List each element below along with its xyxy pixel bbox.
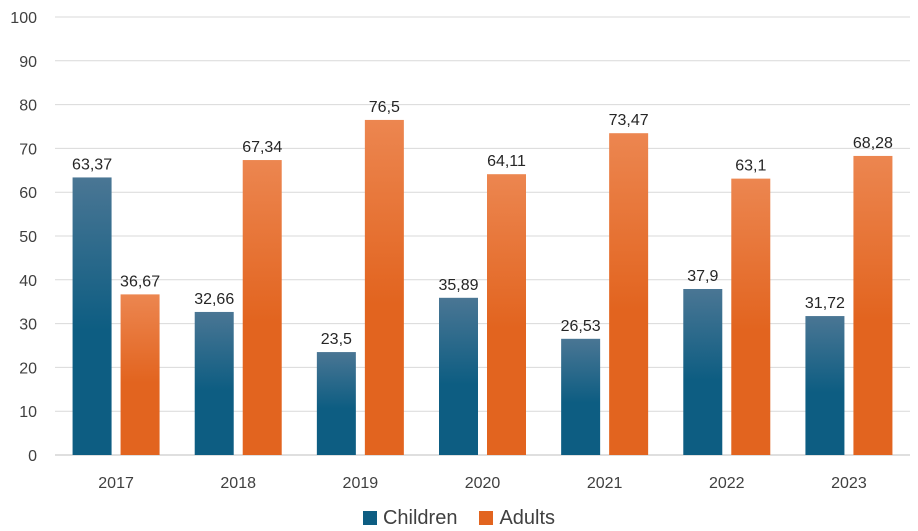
data-labels: 63,37 36,67 32,66 67,34 23,5 76,5 35,89 64,11 26… [72,99,893,348]
x-tick-label: 2018 [220,475,256,492]
legend-swatch-adults [479,511,494,525]
y-tick-label: 50 [19,229,37,246]
x-tick-label: 2021 [587,475,623,492]
y-tick-label: 0 [28,448,37,465]
data-label-children-2019: 23,5 [321,331,352,348]
y-tick-label: 30 [19,317,37,334]
legend-swatch-children [362,511,377,525]
bar-children-2022 [683,288,723,455]
data-label-children-2021: 26,53 [561,318,601,335]
bars [72,119,893,456]
bar-adults-2021 [609,133,649,455]
bar-children-2020 [439,297,478,455]
legend-label-children: Children [382,506,458,529]
x-tick-label: 2022 [709,475,745,492]
x-tick-label: 2023 [831,475,867,492]
y-tick-label: 60 [19,185,37,202]
bar-adults-2022 [731,178,771,455]
data-label-children-2018: 32,66 [194,291,234,308]
legend-label-adults: Adults [499,506,556,529]
bar-adults-2023 [853,155,893,455]
y-axis: 0 10 20 30 40 50 60 70 80 90 100 [10,10,37,465]
x-tick-label: 2017 [98,475,134,492]
data-label-children-2023: 31,72 [805,295,845,312]
bar-adults-2019 [364,119,404,456]
gridlines [55,16,910,456]
y-tick-label: 20 [19,360,37,377]
bar-adults-2020 [487,174,526,456]
legend: Children Adults [0,505,918,531]
bar-children-2019 [316,352,356,455]
data-label-adults-2020: 64,11 [487,153,526,170]
bar-children-2023 [805,316,845,455]
x-tick-label: 2020 [465,475,501,492]
data-label-adults-2018: 67,34 [242,139,282,156]
data-label-adults-2017: 36,67 [120,273,160,290]
data-label-adults-2019: 76,5 [369,99,400,116]
bar-children-2018 [194,311,234,455]
bar-adults-2018 [242,160,282,456]
data-label-adults-2023: 68,28 [853,135,893,152]
y-tick-label: 10 [19,404,37,421]
y-tick-label: 70 [19,141,37,158]
x-axis: 2017 2018 2019 2020 2021 2022 2023 [98,475,867,492]
y-tick-label: 90 [19,54,37,71]
y-tick-label: 80 [19,98,37,115]
legend-item-children: Children [362,506,458,530]
data-label-children-2020: 35,89 [438,277,478,294]
data-label-children-2022: 37,9 [687,268,718,285]
bar-adults-2017 [120,294,160,455]
bar-children-2017 [72,177,112,456]
data-label-adults-2022: 63,1 [735,158,766,175]
data-label-children-2017: 63,37 [72,156,112,173]
bar-children-2021 [561,338,601,455]
y-tick-label: 100 [10,10,37,27]
legend-item-adults: Adults [479,507,555,530]
x-tick-label: 2019 [343,475,379,492]
y-tick-label: 40 [19,273,37,290]
data-label-adults-2021: 73,47 [609,112,649,129]
